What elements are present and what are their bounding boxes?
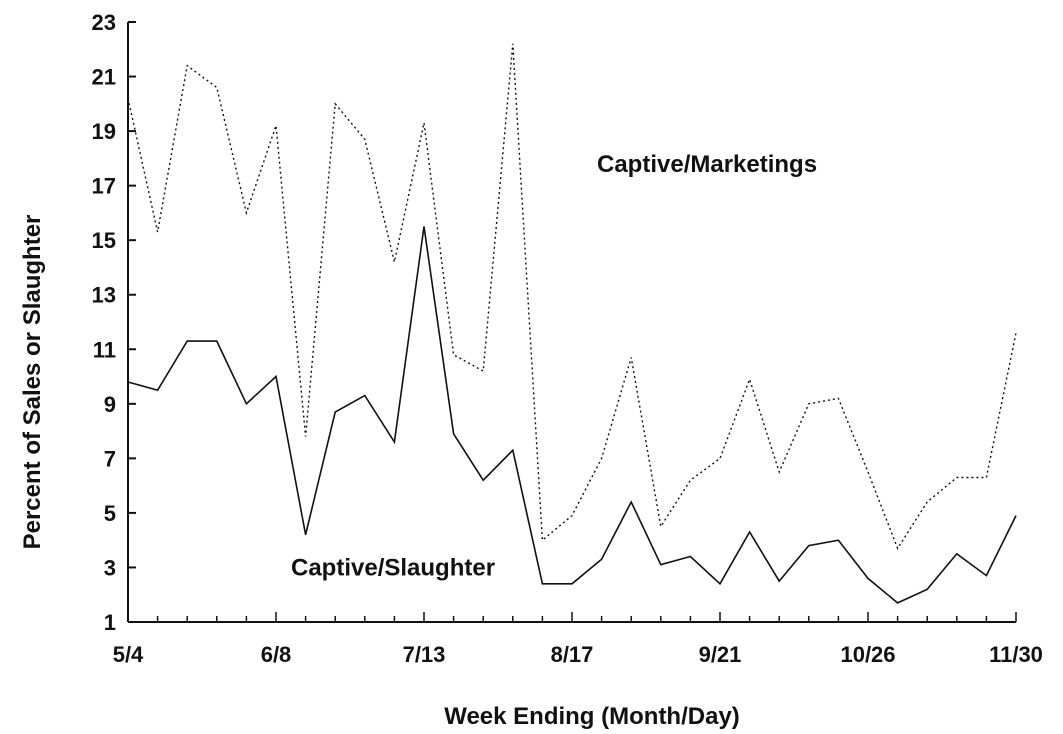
axes	[127, 22, 1016, 623]
x-axis-ticks: 5/4 6/8 7/13 8/17 9/21 10/26 11/30	[113, 612, 1043, 667]
y-tick-label: 3	[104, 555, 116, 580]
x-tick-label: 11/30	[989, 642, 1043, 667]
y-tick-label: 13	[92, 283, 116, 308]
x-tick-label: 7/13	[403, 642, 446, 667]
x-tick-label: 6/8	[261, 642, 292, 667]
y-axis-title: Percent of Sales or Slaughter	[19, 215, 46, 550]
y-tick-label: 7	[104, 446, 116, 471]
x-tick-label: 9/21	[699, 642, 742, 667]
x-tick-label: 5/4	[113, 642, 144, 667]
y-tick-label: 23	[92, 10, 116, 35]
y-tick-label: 15	[92, 228, 116, 253]
y-tick-label: 1	[104, 610, 116, 635]
x-tick-label: 8/17	[551, 642, 594, 667]
series-labels: Captive/Marketings Captive/Slaughter	[291, 151, 817, 582]
series-label: Captive/Slaughter	[291, 555, 495, 582]
x-axis-title: Week Ending (Month/Day)	[444, 703, 740, 730]
y-tick-label: 19	[92, 119, 116, 144]
series-label: Captive/Marketings	[597, 151, 817, 178]
series-line-captive-slaughter	[127, 226, 1017, 604]
y-tick-label: 21	[92, 65, 116, 90]
y-tick-label: 9	[104, 392, 116, 417]
x-tick-label: 10/26	[840, 642, 895, 667]
y-tick-label: 17	[92, 174, 116, 199]
series-lines	[127, 43, 1017, 604]
y-tick-label: 11	[93, 337, 116, 362]
series-line-captive-marketings	[127, 43, 1017, 550]
y-tick-label: 5	[104, 501, 116, 526]
